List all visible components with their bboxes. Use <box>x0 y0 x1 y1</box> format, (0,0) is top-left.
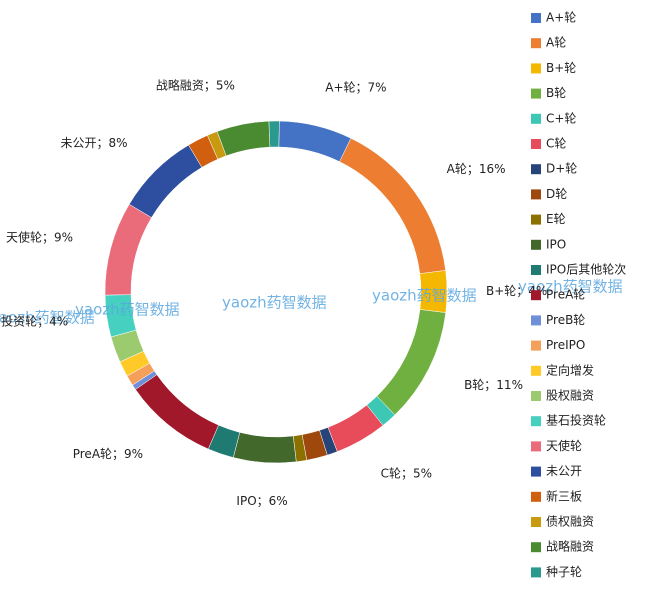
legend-swatch <box>531 567 541 578</box>
legend-label: PreIPO <box>546 338 585 352</box>
legend-swatch <box>531 340 541 351</box>
donut-slice <box>128 144 203 218</box>
legend-label: D+轮 <box>546 162 577 176</box>
data-label: 天使轮；9% <box>6 230 73 245</box>
donut-slice <box>292 434 308 463</box>
legend-label: IPO后其他轮次 <box>546 263 626 277</box>
watermark: yaozh药智数据 <box>75 301 180 319</box>
legend-swatch <box>531 265 541 275</box>
donut-slice <box>135 374 219 450</box>
legend-swatch <box>531 290 541 301</box>
legend-swatch <box>531 391 541 401</box>
donut-slice <box>268 120 280 148</box>
donut-slice <box>278 120 352 162</box>
legend-label: PreB轮 <box>546 313 585 327</box>
legend-swatch <box>531 365 541 376</box>
legend-swatch <box>531 441 541 452</box>
legend-label: A+轮 <box>546 11 576 25</box>
legend-swatch <box>531 189 541 200</box>
legend-label: 未公开 <box>546 464 582 478</box>
legend-label: B轮 <box>546 86 566 100</box>
legend-label: 天使轮 <box>546 438 582 453</box>
legend-label: PreA轮 <box>546 288 585 302</box>
donut-slice <box>126 362 155 386</box>
watermark: yaozh药智数据 <box>372 287 477 305</box>
legend-swatch <box>531 88 541 99</box>
legend-swatch <box>531 315 541 326</box>
legend-label: 种子轮 <box>546 565 582 579</box>
legend-swatch <box>531 239 541 250</box>
donut-slice <box>110 329 144 363</box>
legend-swatch <box>531 517 541 527</box>
watermark: yaozh药智数据 <box>518 278 623 296</box>
data-label: 战略融资；5% <box>156 78 235 93</box>
donut-slice <box>419 270 448 313</box>
legend-label: 新三板 <box>546 488 582 503</box>
donut-slice <box>216 120 271 157</box>
watermark: yaozh药智数据 <box>0 309 95 327</box>
donut-slice <box>376 309 447 416</box>
legend-swatch <box>531 139 541 149</box>
legend-swatch <box>531 542 541 553</box>
data-label: A+轮；7% <box>325 80 386 94</box>
donut-slice <box>319 427 338 456</box>
legend-label: IPO <box>546 237 566 251</box>
legend-swatch <box>531 38 541 49</box>
legend-label: C轮 <box>546 137 566 151</box>
donut-slice <box>119 350 151 377</box>
legend-swatch <box>531 214 541 225</box>
legend-label: 股权融资 <box>546 389 594 403</box>
legend-label: B+轮 <box>546 61 576 75</box>
donut-slice <box>233 432 297 464</box>
data-label: A轮；16% <box>447 162 506 176</box>
legend-label: 战略融资 <box>546 539 594 554</box>
donut-slice <box>301 429 328 461</box>
legend-label: 定向增发 <box>546 362 594 377</box>
legend-label: E轮 <box>546 212 566 226</box>
watermark: yaozh药智数据 <box>222 294 327 312</box>
data-label: C轮；5% <box>381 467 432 481</box>
donut-slice <box>206 131 227 160</box>
legend-label: 基石投资轮 <box>546 413 606 428</box>
donut-slice <box>207 424 241 458</box>
data-label: 基石投资轮；4% <box>0 313 68 328</box>
donut-slice <box>366 395 396 426</box>
donut-slice <box>327 404 384 452</box>
legend-label: 债权融资 <box>546 515 594 529</box>
legend-swatch <box>531 113 541 124</box>
data-label: B轮；11% <box>464 378 523 392</box>
donut-slice <box>104 294 137 338</box>
legend-swatch <box>531 13 541 23</box>
legend-label: D轮 <box>546 187 567 201</box>
legend-swatch <box>531 491 541 502</box>
data-label: IPO；6% <box>236 494 287 508</box>
legend-swatch <box>531 416 541 427</box>
donut-slice <box>132 370 158 390</box>
data-label: PreA轮；9% <box>73 447 143 461</box>
legend-label: A轮 <box>546 36 566 50</box>
legend-swatch <box>531 164 541 175</box>
donut-slice <box>104 203 152 296</box>
donut-slice <box>188 135 219 168</box>
legend-label: C+轮 <box>546 111 576 125</box>
donut-slice <box>339 137 446 274</box>
legend-swatch <box>531 466 541 477</box>
data-label: 未公开；8% <box>61 136 128 150</box>
legend-swatch <box>531 63 541 74</box>
